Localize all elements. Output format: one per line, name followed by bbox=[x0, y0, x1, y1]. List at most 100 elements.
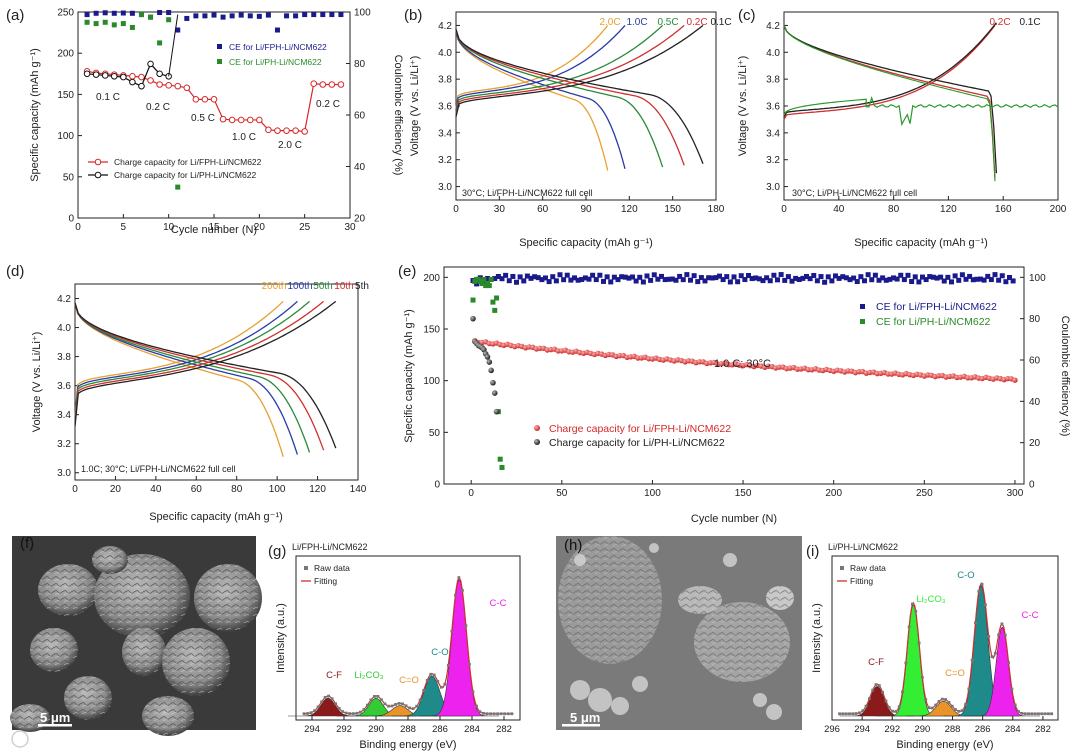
sem-texture bbox=[558, 536, 662, 664]
data-point bbox=[138, 12, 144, 18]
y-tick-label: 4.0 bbox=[766, 48, 780, 59]
ce-point bbox=[847, 277, 853, 283]
discharge-curve bbox=[74, 302, 311, 453]
data-point bbox=[283, 127, 290, 134]
ce-point bbox=[883, 277, 889, 283]
x-tick-label: 0 bbox=[468, 488, 474, 499]
legend-label: 0.1C bbox=[1019, 17, 1040, 28]
panel-label-a: (a) bbox=[6, 7, 24, 24]
ce-point bbox=[680, 277, 686, 283]
legend-label: Raw data bbox=[314, 563, 350, 573]
sem-nodule bbox=[723, 553, 737, 567]
legend-label: 0.1C bbox=[710, 17, 731, 28]
y-tick-label: 50 bbox=[429, 428, 441, 439]
legend-marker bbox=[304, 566, 308, 570]
raw-data-point bbox=[327, 694, 331, 698]
ce-point bbox=[822, 279, 828, 285]
x-tick-label: 150 bbox=[664, 204, 681, 215]
raw-data-point bbox=[881, 690, 885, 694]
y-tick-label: 3.0 bbox=[57, 468, 71, 479]
peak-label: C-O bbox=[957, 570, 974, 581]
ce-point bbox=[930, 274, 936, 280]
raw-data-point bbox=[422, 688, 426, 692]
legend-label: CE for Li/FPH-Li/NCM622 bbox=[229, 42, 327, 52]
ce-point bbox=[825, 274, 831, 280]
x-tick-label: 50 bbox=[556, 488, 568, 499]
ce-point bbox=[782, 277, 788, 283]
ce-point bbox=[916, 279, 922, 285]
panel-label-e: (e) bbox=[398, 263, 416, 280]
raw-data-point bbox=[987, 635, 991, 638]
ce-point bbox=[756, 276, 762, 282]
ce-point bbox=[865, 272, 871, 278]
x-tick-label: 80 bbox=[888, 204, 900, 215]
ce-point bbox=[550, 274, 556, 280]
raw-data-point bbox=[848, 712, 851, 716]
legend-label: Charge capacity for Li/FPH-Li/NCM622 bbox=[114, 157, 262, 167]
raw-data-point bbox=[954, 708, 957, 711]
raw-data-point bbox=[489, 712, 492, 716]
raw-data-point bbox=[1050, 712, 1054, 716]
data-point bbox=[219, 115, 227, 123]
raw-data-point bbox=[930, 706, 934, 710]
x-axis-title: Specific capacity (mAh g⁻¹) bbox=[854, 237, 988, 249]
charge-curve bbox=[783, 24, 996, 120]
data-point bbox=[193, 13, 199, 19]
y-tick-label: 3.6 bbox=[766, 102, 780, 113]
data-point bbox=[311, 12, 317, 18]
raw-data-point bbox=[453, 593, 457, 597]
legend-label: 200th bbox=[261, 281, 286, 292]
sem-texture bbox=[142, 696, 194, 736]
raw-data-point bbox=[867, 697, 871, 700]
data-point bbox=[138, 82, 145, 90]
raw-data-point bbox=[924, 697, 928, 701]
ce-point bbox=[956, 277, 962, 283]
ce-point bbox=[713, 275, 719, 281]
ce-point bbox=[669, 276, 675, 282]
sem-nodule bbox=[570, 680, 590, 700]
scale-bar bbox=[38, 724, 72, 727]
y-tick-label: 3.4 bbox=[438, 128, 452, 139]
capacity-point bbox=[486, 359, 493, 365]
ce-point bbox=[486, 283, 492, 289]
raw-data-point bbox=[980, 582, 984, 586]
raw-data-point bbox=[471, 690, 475, 694]
charge-curve bbox=[455, 24, 626, 111]
ce-point bbox=[775, 277, 780, 283]
ce-point bbox=[568, 277, 574, 283]
peak-label: C-C bbox=[490, 598, 507, 609]
raw-data-point bbox=[358, 710, 362, 714]
ce-point bbox=[833, 273, 838, 279]
ce-point bbox=[546, 279, 552, 285]
ce-point bbox=[992, 272, 998, 278]
cell-note: 1.0C; 30°C; Li/FPH-Li/NCM622 full cell bbox=[81, 464, 236, 474]
sem-nodule bbox=[753, 693, 767, 707]
discharge-curve bbox=[455, 29, 664, 168]
ce-point bbox=[709, 275, 715, 281]
ce-point bbox=[1007, 275, 1012, 281]
ce-point bbox=[495, 273, 501, 279]
ce-point bbox=[626, 275, 632, 281]
raw-data-point bbox=[330, 697, 334, 701]
y-tick-label: 3.8 bbox=[438, 75, 452, 86]
x-tick-label: 286 bbox=[432, 724, 448, 735]
raw-data-point bbox=[369, 698, 373, 702]
x-tick-label: 120 bbox=[621, 204, 638, 215]
fitting-envelope bbox=[303, 576, 514, 715]
rate-annotation: 1.0 C bbox=[232, 132, 256, 143]
data-point bbox=[274, 27, 280, 33]
sem-nodule bbox=[632, 676, 648, 692]
y-tick-label: 3.6 bbox=[438, 102, 452, 113]
ce-point bbox=[615, 277, 621, 283]
x-tick-label: 284 bbox=[1005, 724, 1021, 735]
raw-data-point bbox=[380, 698, 383, 702]
ce-point bbox=[490, 299, 496, 305]
sem-texture bbox=[94, 554, 190, 638]
data-point bbox=[238, 12, 244, 18]
ce-point bbox=[974, 276, 980, 282]
y-tick-label: 200 bbox=[423, 273, 440, 284]
peak-label: C-C bbox=[1022, 610, 1039, 621]
data-point bbox=[211, 12, 217, 18]
ce-point bbox=[836, 275, 842, 281]
ce-point bbox=[978, 276, 983, 282]
